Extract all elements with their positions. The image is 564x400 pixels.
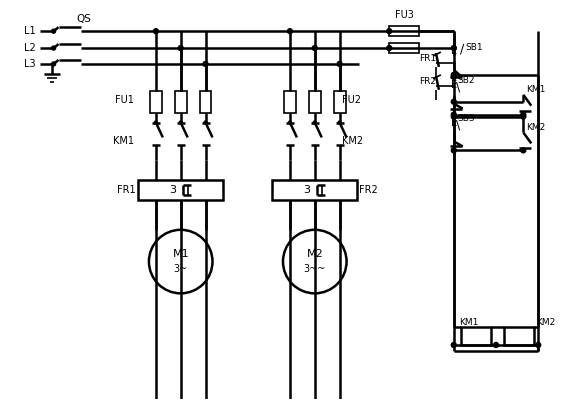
Bar bbox=[272, 180, 358, 200]
Text: /: / bbox=[460, 42, 464, 56]
Circle shape bbox=[451, 112, 456, 117]
Circle shape bbox=[494, 342, 499, 348]
Text: E: E bbox=[451, 46, 457, 56]
Circle shape bbox=[338, 121, 341, 124]
Bar bbox=[309, 91, 321, 113]
Circle shape bbox=[337, 62, 342, 66]
Circle shape bbox=[312, 46, 318, 50]
Text: KM1: KM1 bbox=[113, 136, 134, 146]
Circle shape bbox=[451, 99, 456, 104]
Circle shape bbox=[387, 46, 392, 50]
Text: FR1: FR1 bbox=[419, 54, 436, 64]
Text: M1: M1 bbox=[173, 249, 189, 259]
Text: E: E bbox=[451, 118, 457, 128]
Circle shape bbox=[155, 121, 157, 124]
Circle shape bbox=[52, 29, 56, 33]
Circle shape bbox=[451, 72, 456, 77]
Text: FU2: FU2 bbox=[342, 95, 360, 105]
Text: SB3: SB3 bbox=[458, 114, 475, 123]
Circle shape bbox=[153, 29, 158, 34]
Circle shape bbox=[52, 46, 56, 50]
Circle shape bbox=[52, 62, 56, 66]
Circle shape bbox=[204, 121, 207, 124]
Text: \: \ bbox=[456, 118, 460, 131]
Circle shape bbox=[451, 114, 456, 119]
Circle shape bbox=[313, 121, 316, 124]
Text: KM1: KM1 bbox=[459, 318, 478, 327]
Circle shape bbox=[451, 74, 456, 79]
Bar bbox=[389, 26, 419, 36]
Circle shape bbox=[451, 46, 456, 50]
Bar bbox=[175, 91, 187, 113]
Circle shape bbox=[451, 148, 456, 153]
Circle shape bbox=[288, 29, 292, 34]
Circle shape bbox=[521, 114, 526, 119]
Text: 3~: 3~ bbox=[174, 264, 188, 274]
Text: QS: QS bbox=[77, 14, 91, 24]
Text: L2: L2 bbox=[24, 43, 36, 53]
Text: FR2: FR2 bbox=[359, 185, 378, 195]
Circle shape bbox=[203, 62, 208, 66]
Text: 3~~: 3~~ bbox=[303, 264, 326, 274]
Text: FR1: FR1 bbox=[117, 185, 136, 195]
Text: M2: M2 bbox=[306, 249, 323, 259]
Text: 3: 3 bbox=[169, 185, 177, 195]
Circle shape bbox=[387, 29, 392, 34]
Text: L3: L3 bbox=[24, 59, 36, 69]
Text: KM1: KM1 bbox=[526, 85, 545, 94]
Text: SB1: SB1 bbox=[466, 42, 483, 52]
Circle shape bbox=[179, 121, 182, 124]
Circle shape bbox=[178, 46, 183, 50]
Text: E: E bbox=[451, 80, 457, 90]
Text: FR2: FR2 bbox=[419, 77, 436, 86]
Bar bbox=[504, 327, 534, 345]
Bar bbox=[200, 91, 212, 113]
Text: FU3: FU3 bbox=[395, 10, 413, 20]
Bar bbox=[138, 180, 223, 200]
Circle shape bbox=[288, 121, 292, 124]
Bar bbox=[461, 327, 491, 345]
Circle shape bbox=[536, 342, 541, 348]
Circle shape bbox=[451, 342, 456, 348]
Bar bbox=[389, 43, 419, 53]
Text: FU1: FU1 bbox=[115, 95, 134, 105]
Bar bbox=[150, 91, 162, 113]
Text: SB2: SB2 bbox=[458, 76, 475, 85]
Text: KM2: KM2 bbox=[536, 318, 556, 327]
Bar bbox=[284, 91, 296, 113]
Text: KM2: KM2 bbox=[342, 136, 363, 146]
Circle shape bbox=[521, 148, 526, 153]
Circle shape bbox=[521, 112, 526, 117]
Bar bbox=[334, 91, 346, 113]
Text: 3: 3 bbox=[303, 185, 310, 195]
Text: L1: L1 bbox=[24, 26, 36, 36]
Text: \: \ bbox=[456, 80, 460, 93]
Text: KM2: KM2 bbox=[526, 123, 545, 132]
